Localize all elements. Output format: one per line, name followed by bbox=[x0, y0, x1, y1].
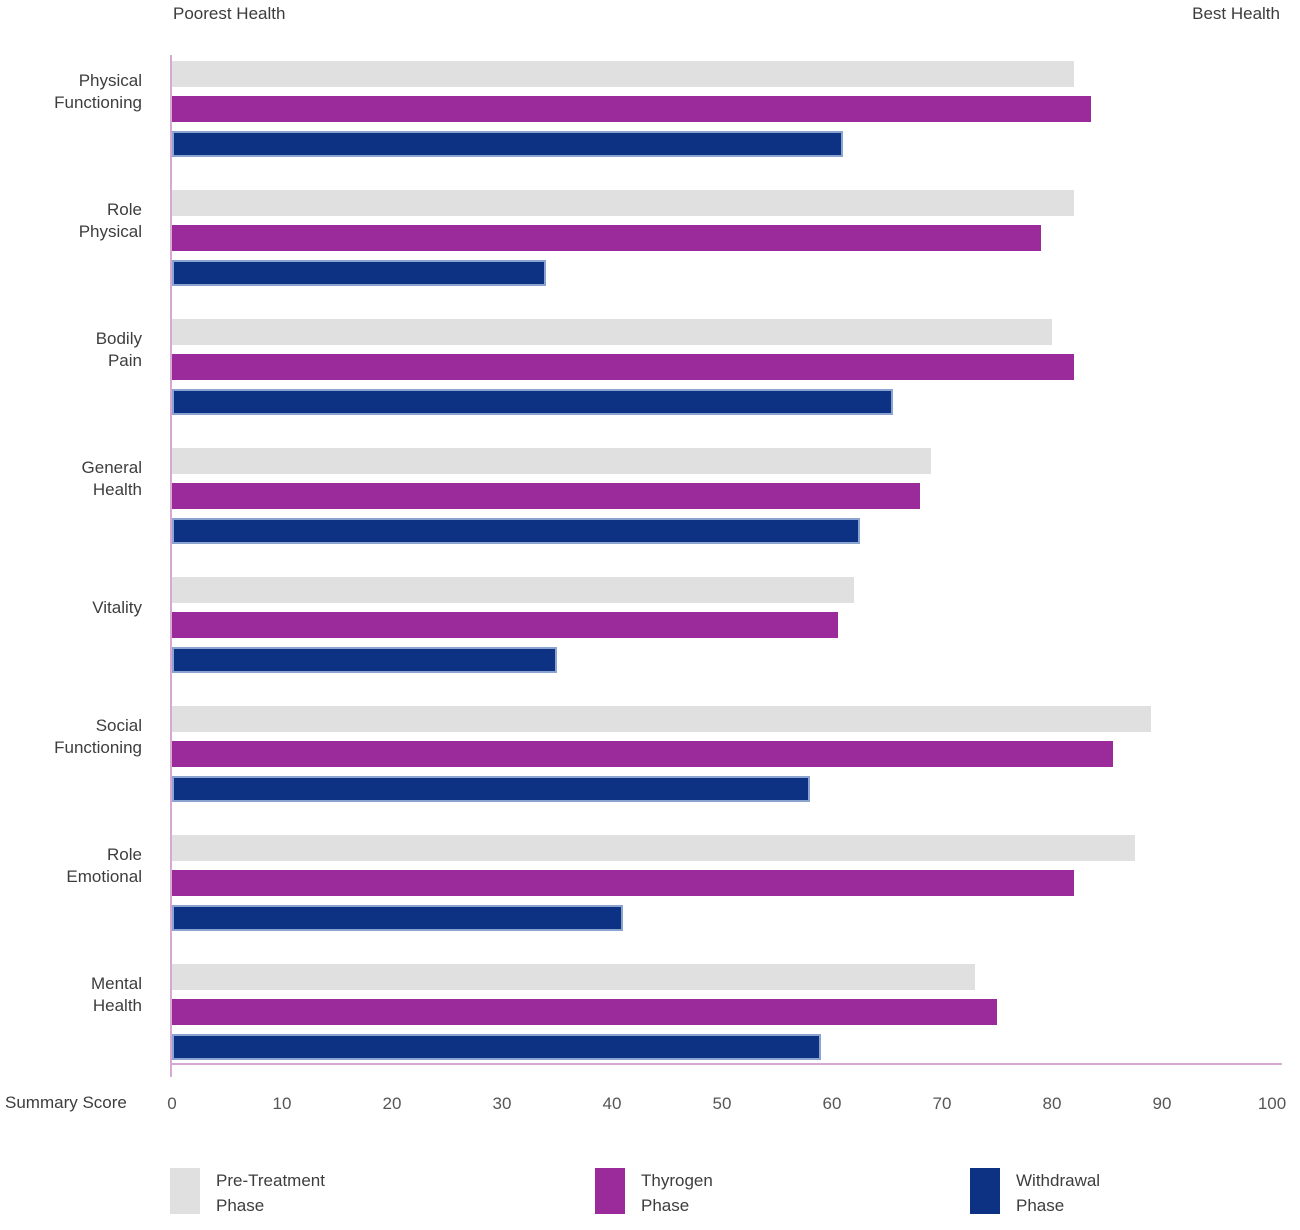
category-group-role-physical: Role Physical bbox=[79, 190, 1272, 286]
x-axis-line bbox=[170, 1063, 1282, 1065]
x-axis: Summary Score 0 10 20 30 40 50 60 70 80 90 100 bbox=[0, 1092, 1300, 1122]
bar-pre-treatment-general-health bbox=[172, 448, 931, 474]
poorest-health-label: Poorest Health bbox=[173, 4, 286, 23]
x-tick-50: 50 bbox=[712, 1094, 732, 1113]
legend-swatch-pre-treatment bbox=[170, 1168, 200, 1214]
x-tick-20: 20 bbox=[382, 1094, 402, 1113]
legend: Pre-Treatment Phase Thyrogen Phase Withdra… bbox=[0, 1168, 1300, 1230]
legend-item-withdrawal: Withdrawal Phase bbox=[970, 1168, 1100, 1218]
bar-groups: Physical Functioning Role Physical Bodily … bbox=[54, 55, 1272, 1060]
x-tick-70: 70 bbox=[932, 1094, 952, 1113]
bar-pre-treatment-vitality bbox=[172, 577, 854, 603]
y-axis-line bbox=[170, 55, 172, 1077]
bar-thyrogen-role-physical bbox=[172, 225, 1041, 251]
bar-withdrawal-vitality bbox=[172, 647, 557, 673]
category-label-vitality: Vitality bbox=[92, 597, 142, 617]
legend-item-thyrogen: Thyrogen Phase bbox=[595, 1168, 713, 1218]
bar-withdrawal-social-functioning bbox=[172, 776, 810, 802]
bar-withdrawal-physical-functioning bbox=[172, 131, 843, 157]
bar-thyrogen-bodily-pain bbox=[172, 354, 1074, 380]
category-group-physical-functioning: Physical Functioning bbox=[54, 61, 1272, 157]
x-tick-30: 30 bbox=[492, 1094, 512, 1113]
category-group-vitality: Vitality bbox=[92, 577, 1272, 673]
bar-thyrogen-vitality bbox=[172, 612, 838, 638]
category-group-bodily-pain: Bodily Pain bbox=[96, 319, 1272, 415]
bar-pre-treatment-physical-functioning bbox=[172, 61, 1074, 87]
category-label-general-health: General Health bbox=[81, 458, 142, 499]
x-tick-60: 60 bbox=[822, 1094, 842, 1113]
bar-thyrogen-social-functioning bbox=[172, 741, 1113, 767]
category-label-mental-health: Mental Health bbox=[90, 974, 142, 1015]
bar-thyrogen-role-emotional bbox=[172, 870, 1074, 896]
x-tick-80: 80 bbox=[1042, 1094, 1062, 1113]
x-tick-0: 0 bbox=[167, 1094, 177, 1113]
bar-pre-treatment-social-functioning bbox=[172, 706, 1151, 732]
category-group-role-emotional: Role Emotional bbox=[66, 835, 1272, 931]
bar-thyrogen-physical-functioning bbox=[172, 96, 1091, 122]
legend-swatch-withdrawal bbox=[970, 1168, 1000, 1214]
category-group-social-functioning: Social Functioning bbox=[54, 706, 1272, 802]
legend-label-withdrawal: Withdrawal Phase bbox=[1016, 1171, 1101, 1215]
x-tick-10: 10 bbox=[272, 1094, 292, 1113]
x-tick-100: 100 bbox=[1257, 1094, 1287, 1113]
category-label-role-physical: Role Physical bbox=[78, 200, 142, 241]
x-tick-40: 40 bbox=[602, 1094, 622, 1113]
category-label-bodily-pain: Bodily Pain bbox=[95, 329, 142, 370]
bar-pre-treatment-role-physical bbox=[172, 190, 1074, 216]
category-label-physical-functioning: Physical Functioning bbox=[54, 71, 142, 112]
legend-label-pre-treatment: Pre-Treatment Phase bbox=[216, 1171, 325, 1215]
category-label-role-emotional: Role Emotional bbox=[66, 845, 142, 886]
bar-withdrawal-general-health bbox=[172, 518, 860, 544]
bar-withdrawal-role-emotional bbox=[172, 905, 623, 931]
legend-item-pre-treatment: Pre-Treatment Phase bbox=[170, 1168, 325, 1218]
category-group-general-health: General Health bbox=[82, 448, 1272, 544]
bar-pre-treatment-mental-health bbox=[172, 964, 975, 990]
legend-label-thyrogen: Thyrogen Phase bbox=[641, 1171, 713, 1215]
category-label-social-functioning: Social Functioning bbox=[54, 716, 142, 757]
x-tick-90: 90 bbox=[1152, 1094, 1172, 1113]
best-health-label: Best Health bbox=[1192, 4, 1280, 23]
x-axis-ticks: 0 10 20 30 40 50 60 70 80 90 100 bbox=[167, 1092, 1286, 1122]
category-group-mental-health: Mental Health bbox=[91, 964, 1272, 1060]
legend-swatch-thyrogen bbox=[595, 1168, 625, 1214]
x-axis-title: Summary Score bbox=[5, 1093, 127, 1112]
bar-withdrawal-role-physical bbox=[172, 260, 546, 286]
bar-withdrawal-mental-health bbox=[172, 1034, 821, 1060]
bar-withdrawal-bodily-pain bbox=[172, 389, 893, 415]
bar-thyrogen-mental-health bbox=[172, 999, 997, 1025]
plot-area: Physical Functioning Role Physical Bodily … bbox=[0, 55, 1300, 1077]
bar-pre-treatment-bodily-pain bbox=[172, 319, 1052, 345]
bar-pre-treatment-role-emotional bbox=[172, 835, 1135, 861]
bar-thyrogen-general-health bbox=[172, 483, 920, 509]
